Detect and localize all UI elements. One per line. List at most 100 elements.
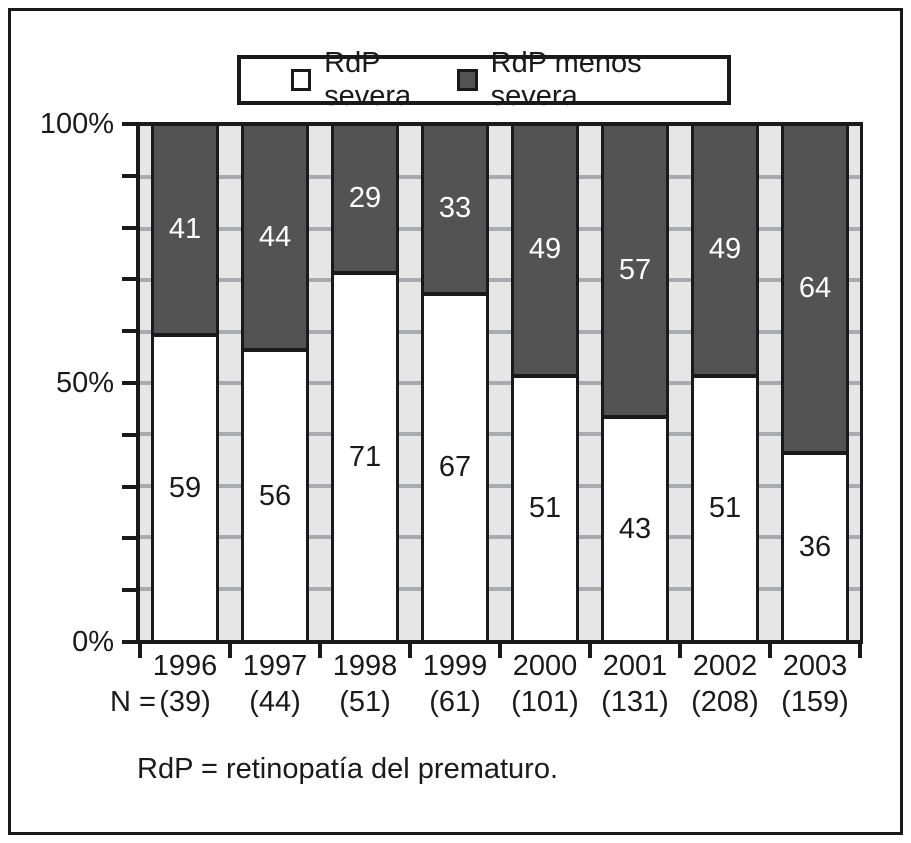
gridline [140, 329, 860, 334]
segment-menos-severa-1997: 44 [244, 126, 306, 353]
x-tick [498, 644, 502, 658]
segment-value-label: 64 [798, 271, 832, 304]
segment-value-label: 49 [708, 233, 742, 266]
bar-1999: 33 67 [421, 126, 489, 640]
segment-value-label: 51 [528, 492, 562, 525]
y-tick [122, 588, 136, 593]
legend-item-menos-severa: RdP menos severa [457, 47, 709, 113]
segment-value-label: 59 [168, 471, 202, 504]
x-tick [318, 644, 322, 658]
segment-value-label: 49 [528, 233, 562, 266]
segment-value-label: 36 [798, 530, 832, 563]
segment-value-label: 67 [438, 451, 472, 484]
x-tick [678, 644, 682, 658]
x-tick [858, 644, 862, 658]
n-label-2003: (159) [781, 686, 849, 718]
segment-severa-1998: 71 [334, 275, 396, 640]
footnote: RdP = retinopatía del prematuro. [137, 753, 559, 785]
gridline [140, 175, 860, 180]
legend-label-severa: RdP severa [324, 47, 412, 112]
segment-severa-2001: 43 [604, 418, 666, 640]
segment-menos-severa-1996: 41 [154, 126, 216, 337]
n-label-1996: (39) [159, 686, 211, 718]
bar-1996: 41 59 [151, 126, 219, 640]
y-tick [122, 381, 136, 385]
year-label-1999: 1999 [422, 650, 488, 682]
y-tick [122, 277, 136, 282]
y-tick [122, 432, 136, 437]
bar-2003: 64 36 [781, 126, 849, 640]
segment-value-label: 41 [168, 212, 202, 245]
gridline [140, 432, 860, 437]
segment-severa-1997: 56 [244, 352, 306, 640]
segment-value-label: 56 [258, 479, 292, 512]
x-tick [768, 644, 772, 658]
segment-value-label: 57 [618, 253, 652, 286]
y-tick [122, 225, 136, 230]
x-tick [228, 644, 232, 658]
legend-label-menos-severa: RdP menos severa [490, 47, 642, 112]
x-axis-n-labels: (39) (44) (51) (61) (101) (131) (208) (159) [140, 686, 860, 719]
year-label-2000: 2000 [512, 650, 578, 682]
segment-menos-severa-2000: 49 [514, 126, 576, 378]
segment-value-label: 33 [438, 192, 472, 225]
n-label-2001: (131) [601, 686, 669, 718]
y-axis-label-0: 0% [72, 626, 114, 658]
gridline [140, 535, 860, 540]
y-tick [122, 122, 136, 126]
gridline [140, 278, 860, 283]
segment-severa-2003: 36 [784, 454, 846, 640]
legend-swatch-menos-severa [457, 69, 478, 91]
segment-value-label: 29 [348, 182, 382, 215]
x-tick [408, 644, 412, 658]
year-label-2001: 2001 [602, 650, 668, 682]
segment-menos-severa-2002: 49 [694, 126, 756, 378]
bar-2000: 49 51 [511, 126, 579, 640]
gridline [140, 586, 860, 591]
segment-severa-2000: 51 [514, 377, 576, 640]
n-label-2000: (101) [511, 686, 579, 718]
y-tick [122, 484, 136, 489]
bar-1998: 29 71 [331, 126, 399, 640]
segment-menos-severa-2001: 57 [604, 126, 666, 419]
y-tick [122, 640, 136, 644]
legend: RdP severa RdP menos severa [237, 47, 731, 112]
x-axis-year-labels: 1996 1997 1998 1999 2000 2001 2002 2003 [140, 650, 860, 683]
n-label-1997: (44) [249, 686, 301, 718]
year-label-1997: 1997 [242, 650, 308, 682]
bar-1997: 44 56 [241, 126, 309, 640]
x-tick [138, 644, 142, 658]
year-label-1998: 1998 [332, 650, 398, 682]
segment-value-label: 44 [258, 220, 292, 253]
segment-value-label: 43 [618, 512, 652, 545]
year-label-2002: 2002 [692, 650, 758, 682]
n-label-1999: (61) [429, 686, 481, 718]
segment-severa-1999: 67 [424, 295, 486, 640]
gridline [140, 381, 860, 385]
year-label-2003: 2003 [782, 650, 848, 682]
y-axis-label-100: 100% [39, 108, 114, 140]
n-label-1998: (51) [339, 686, 391, 718]
legend-item-severa: RdP severa [291, 47, 457, 113]
segment-menos-severa-2003: 64 [784, 126, 846, 455]
gridline [140, 226, 860, 231]
segment-menos-severa-1998: 29 [334, 126, 396, 276]
segment-severa-1996: 59 [154, 336, 216, 640]
n-prefix-label: N = [110, 686, 156, 718]
segment-value-label: 71 [348, 441, 382, 474]
segment-severa-2002: 51 [694, 377, 756, 640]
y-axis-label-50: 50% [55, 367, 114, 399]
y-tick [122, 536, 136, 541]
bar-2002: 49 51 [691, 126, 759, 640]
legend-swatch-severa [291, 69, 312, 91]
y-tick [122, 173, 136, 178]
year-label-1996: 1996 [152, 650, 218, 682]
segment-value-label: 51 [708, 492, 742, 525]
n-label-2002: (208) [691, 686, 759, 718]
gridline [140, 483, 860, 488]
segment-menos-severa-1999: 33 [424, 126, 486, 296]
y-tick [122, 329, 136, 334]
bar-2001: 57 43 [601, 126, 669, 640]
x-tick [588, 644, 592, 658]
